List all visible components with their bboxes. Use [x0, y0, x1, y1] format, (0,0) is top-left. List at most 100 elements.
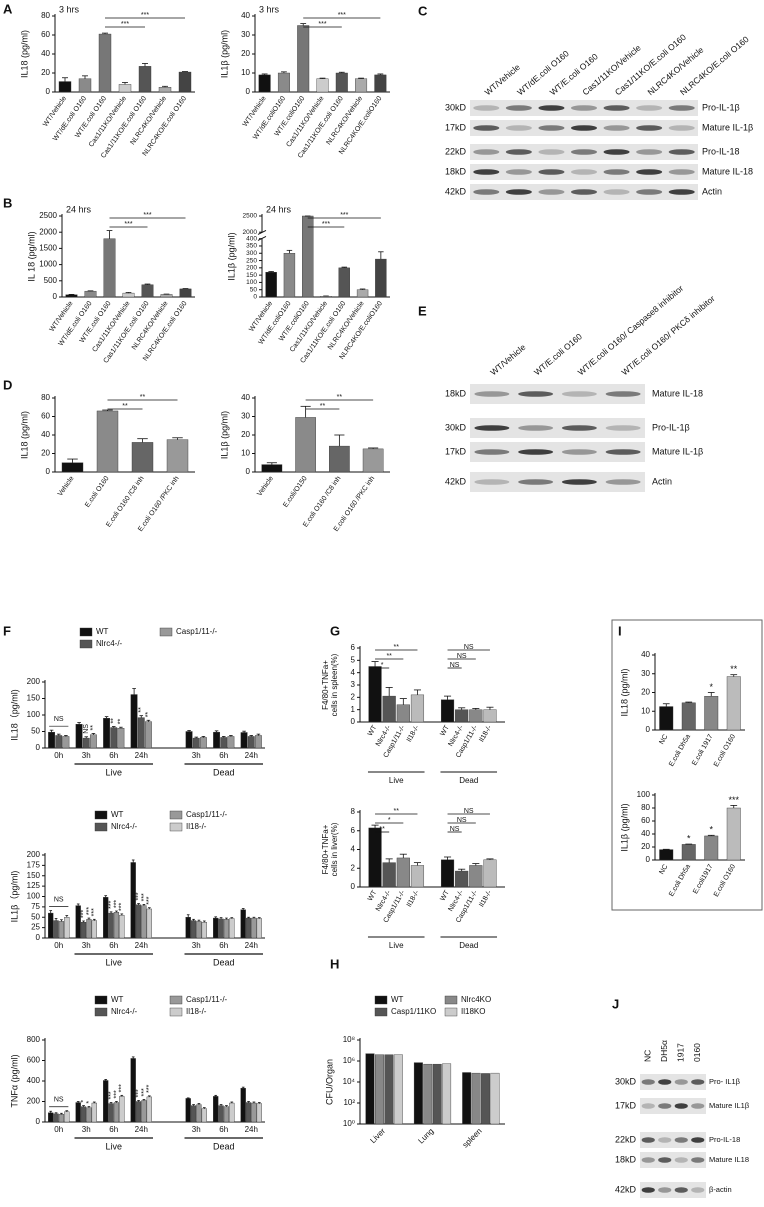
bar [462, 1072, 472, 1125]
blot-band [668, 169, 695, 175]
bar [61, 462, 84, 473]
legend-label: Nlrc4-/- [111, 822, 138, 831]
legend-swatch [94, 810, 108, 820]
bar [117, 728, 125, 749]
band-label: Mature IL-1β [652, 446, 703, 456]
bar [382, 695, 396, 723]
bar [65, 294, 78, 298]
y-tick-label: 200 [246, 265, 257, 272]
blot-band [691, 1137, 705, 1143]
x-tick-label: NLRC4KO/Vehicle [129, 95, 168, 146]
bar [179, 288, 192, 298]
bar [283, 253, 296, 298]
lane-label: WT/E.coli O160/ PKCδ inhibitor [619, 293, 716, 377]
legend-label: WT [391, 995, 404, 1004]
bar [455, 870, 469, 888]
panel-i-frame [611, 619, 763, 911]
y-axis-label: IL18 (pg/ml) [19, 411, 29, 459]
blot-band [668, 125, 695, 131]
blot-band [473, 125, 500, 131]
bar [375, 258, 387, 298]
significance-label: * [381, 662, 384, 669]
bar [223, 1106, 230, 1123]
bar [726, 676, 741, 731]
bar [64, 1111, 70, 1123]
blot-band [570, 169, 598, 175]
y-tick-label: 2000 [39, 227, 57, 236]
blot-band [605, 391, 641, 397]
blot-band [636, 105, 663, 111]
group-label: Dead [213, 767, 235, 777]
blot-band [605, 425, 641, 431]
y-axis-label: IL18 (pg/ml) [19, 30, 29, 78]
y-tick-label: 1500 [39, 244, 57, 253]
annotation: ** [90, 725, 97, 731]
x-tick-label: 6h [219, 1125, 228, 1134]
panel-letter: G [330, 623, 340, 638]
legend-swatch [444, 995, 458, 1005]
y-tick-label: 150 [246, 272, 257, 279]
bar [410, 694, 425, 723]
y-tick-label: 2000 [243, 229, 258, 236]
y-tick-label: 8 [351, 807, 356, 816]
x-tick-label: Vehicle [57, 475, 76, 498]
y-tick-label: 0 [46, 467, 51, 476]
x-tick-label: Dead [459, 776, 478, 785]
x-tick-label: E.coli 1917 [691, 733, 714, 767]
blot-band [658, 1079, 672, 1085]
bar [413, 1062, 423, 1125]
y-tick-label: 0 [646, 725, 651, 734]
legend-label: Il18-/- [186, 822, 207, 831]
bar [130, 694, 138, 749]
significance-label: NS [450, 662, 460, 669]
bar [227, 736, 235, 749]
y-tick-label: 50 [31, 727, 40, 736]
bar [365, 1053, 375, 1125]
y-tick-label: 0 [53, 292, 58, 301]
bar [190, 1105, 197, 1123]
blot-band [641, 1187, 655, 1193]
bar [64, 917, 70, 939]
bar [78, 78, 92, 93]
bar [256, 918, 262, 939]
bar [384, 1054, 394, 1125]
y-tick-label: 0 [36, 1117, 41, 1126]
annotation: *** [113, 900, 120, 908]
annotation: NS [54, 896, 64, 903]
y-tick-label: 0 [246, 87, 251, 96]
x-tick-label: Live [389, 941, 404, 950]
panel-letter: D [3, 377, 12, 392]
bar [48, 912, 54, 939]
panel-letter: E [418, 303, 427, 318]
bar [185, 731, 193, 749]
x-tick-label: E.coli O160 /PKC inh [137, 475, 181, 533]
bar [297, 25, 310, 93]
bar [469, 709, 483, 723]
y-tick-label: 20 [41, 449, 50, 458]
blot-strip [470, 100, 698, 116]
legend-swatch [169, 1007, 183, 1017]
blot-band [668, 105, 695, 111]
bar [119, 1096, 125, 1123]
bar [55, 735, 63, 749]
significance-label: ** [122, 403, 128, 410]
y-tick-label: 6 [351, 826, 356, 835]
blot-strip [470, 442, 645, 462]
blot-band [691, 1079, 705, 1085]
blot-band [538, 125, 565, 131]
x-tick-label: E.coli O160 /C8 inh [105, 475, 145, 529]
y-axis-label: F4/80+TNFa+ [321, 660, 330, 710]
legend-swatch [79, 639, 93, 649]
blot-strip [470, 164, 698, 180]
blot-band [538, 149, 565, 155]
annotation: NS [54, 716, 64, 723]
y-axis-label: IL18 (pg/ml) [619, 668, 629, 716]
bar [440, 859, 455, 888]
bar [320, 296, 332, 298]
bar [335, 72, 348, 93]
bar [481, 1073, 490, 1125]
bar [471, 1072, 481, 1125]
blot-band [570, 189, 598, 195]
annotation: *** [135, 1089, 142, 1097]
blot-band [691, 1187, 705, 1193]
